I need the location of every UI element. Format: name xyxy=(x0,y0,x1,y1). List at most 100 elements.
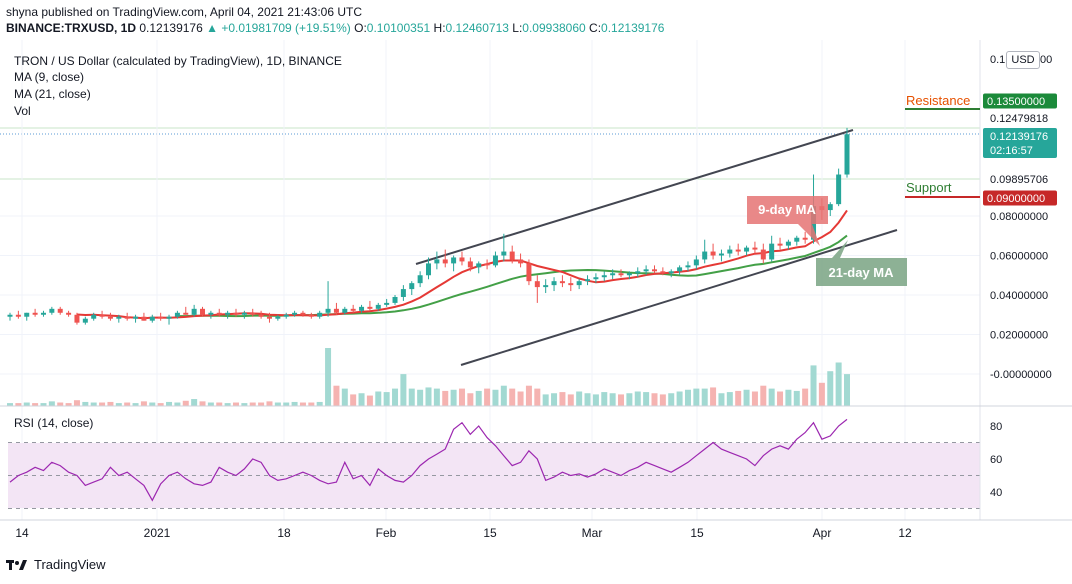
volume-bar xyxy=(232,402,239,406)
volume-bar xyxy=(618,394,625,406)
candle-body xyxy=(225,312,231,315)
candle-body xyxy=(735,249,741,252)
volume-bar xyxy=(425,387,432,406)
candle-body xyxy=(744,247,750,252)
rsi-line-path xyxy=(9,418,848,502)
candle-body xyxy=(610,273,616,276)
volume-bar xyxy=(626,393,633,406)
volume-bar xyxy=(768,388,775,406)
volume-bar xyxy=(366,395,373,406)
candle-body xyxy=(794,237,800,242)
candle-body xyxy=(501,251,507,256)
candlesticks[interactable] xyxy=(7,127,850,325)
candle-body xyxy=(509,251,515,260)
candle-body xyxy=(559,281,565,284)
volume-bar xyxy=(325,348,332,406)
marker-support-bg xyxy=(983,190,1057,206)
volume-bar xyxy=(735,390,742,406)
volume-bar xyxy=(751,391,758,406)
volume-bar xyxy=(299,402,306,406)
candle-body xyxy=(400,289,406,297)
ma21-legend[interactable]: MA (21, close) xyxy=(14,87,91,101)
volume-bar xyxy=(48,401,55,406)
volume-bar xyxy=(115,403,122,406)
candle-body xyxy=(677,267,683,272)
volume-bar xyxy=(659,394,666,406)
candle-body xyxy=(66,312,72,315)
volume-bar xyxy=(559,392,566,406)
volume-bar xyxy=(634,391,641,406)
candle-body xyxy=(451,257,457,264)
marker-last: 0.12139176 xyxy=(990,131,1048,143)
volume-bar xyxy=(400,374,407,406)
open-label: O: xyxy=(354,21,367,35)
volume-bar xyxy=(40,403,47,406)
open-value: 0.10100351 xyxy=(366,21,431,35)
candle-body xyxy=(317,312,323,317)
time-label-6: 15 xyxy=(690,526,704,540)
volume-bar xyxy=(609,393,616,406)
tradingview-logo[interactable]: TradingView xyxy=(6,557,106,572)
time-label-0: 14 xyxy=(15,526,29,540)
volume-bar xyxy=(450,389,457,406)
volume-bar xyxy=(542,394,549,406)
volume-bar xyxy=(408,388,415,406)
currency-button[interactable]: USD xyxy=(1006,51,1040,69)
volume-bar xyxy=(693,388,700,406)
candle-body xyxy=(24,312,30,317)
trend-channel[interactable] xyxy=(415,129,898,366)
volume-bar xyxy=(442,390,449,406)
candle-body xyxy=(484,263,490,266)
volume-bar xyxy=(258,402,265,406)
candle-body xyxy=(375,304,381,309)
volume-bar xyxy=(509,388,516,406)
candle-body xyxy=(693,259,699,266)
moving-averages xyxy=(76,209,848,320)
candle-body xyxy=(333,308,339,313)
volume-bar xyxy=(249,402,256,406)
candle-body xyxy=(325,308,331,313)
close-value: 0.12139176 xyxy=(601,21,665,35)
candle-body xyxy=(785,241,791,246)
volume-bar xyxy=(668,393,675,406)
volume-bar xyxy=(57,402,64,406)
volume-bar xyxy=(710,387,717,406)
candle-body xyxy=(250,312,256,315)
candle-body xyxy=(543,285,549,288)
price-tick-4: -0.00000000 xyxy=(990,369,1052,381)
high-label: H: xyxy=(433,21,446,35)
ma9-line xyxy=(76,209,848,320)
volume-bar xyxy=(191,399,198,406)
volume-bar xyxy=(15,403,22,406)
price-tick-0: 0.08000000 xyxy=(990,211,1048,223)
candle-body xyxy=(417,275,423,284)
candle-body xyxy=(359,306,365,311)
chart-title: TRON / US Dollar (calculated by TradingV… xyxy=(14,54,342,68)
ma21-callout-bubble xyxy=(816,240,907,286)
resistance-label: Resistance xyxy=(906,93,970,108)
change-value: ▲ +0.01981709 (+19.51%) xyxy=(206,21,351,35)
volume-bar xyxy=(124,402,131,406)
volume-bar xyxy=(584,393,591,406)
volume-bar xyxy=(199,401,206,406)
rsi-legend[interactable]: RSI (14, close) xyxy=(14,416,94,430)
volume-bar xyxy=(701,388,708,406)
marker-support: 0.09000000 xyxy=(987,193,1045,205)
marker-high: 0.12479818 xyxy=(990,113,1048,125)
time-label-5: Mar xyxy=(582,526,603,540)
candle-body xyxy=(233,312,239,315)
rsi-tick-80: 80 xyxy=(990,421,1002,433)
vol-legend[interactable]: Vol xyxy=(14,104,31,118)
candle-body xyxy=(124,316,130,319)
publisher-text: shyna published on TradingView.com, Apri… xyxy=(6,5,363,19)
volume-bar xyxy=(793,390,800,406)
candle-body xyxy=(350,308,356,311)
ma9-legend[interactable]: MA (9, close) xyxy=(14,70,85,84)
candle-body xyxy=(551,281,557,286)
candle-body xyxy=(183,312,189,315)
candle-body xyxy=(777,243,783,246)
volume-bar xyxy=(107,401,114,406)
marker-prior: 0.09895706 xyxy=(990,174,1048,186)
volume-bar xyxy=(810,365,817,406)
